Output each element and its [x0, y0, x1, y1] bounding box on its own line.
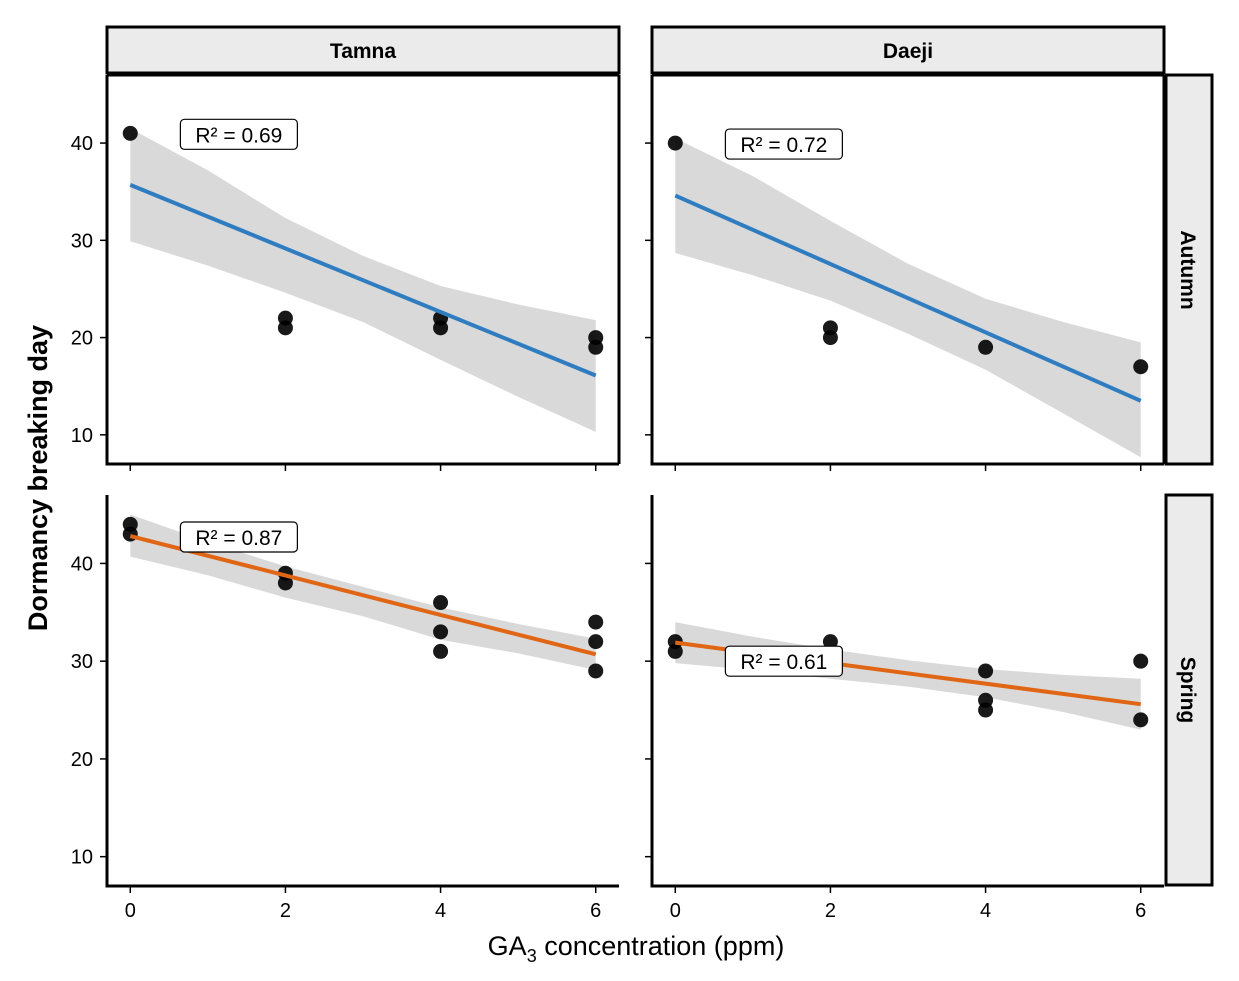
panel-spring-daeji: R² = 0.61 0 2 4 6 [645, 495, 1164, 922]
data-point-spring-daeji-4 [978, 663, 994, 679]
y-tick-label-autumn-tamna-10: 10 [71, 425, 93, 447]
regression-line-spring-tamna [129, 534, 597, 657]
panel-spring-tamna: R² = 0.87 10 20 30 40 0 2 4 6 [71, 495, 619, 922]
x-tick-label-spring-tamna-4: 4 [435, 900, 446, 922]
panel-autumn-tamna: R² = 0.69 10 20 30 40 [71, 73, 621, 471]
strip-label-tamna: Tamna [330, 40, 396, 63]
y-tick-label-spring-tamna-30: 30 [71, 651, 93, 673]
x-axis-title-main: GA [488, 931, 527, 961]
data-point-autumn-daeji-0 [667, 135, 683, 151]
data-point-spring-tamna-4 [433, 595, 449, 611]
r2-label-box-autumn-daeji [724, 128, 843, 160]
strip-label-daeji: Daeji [883, 40, 933, 63]
y-tick-label-autumn-tamna-40: 40 [71, 133, 93, 155]
y-axis-title: Dormancy breaking day [23, 325, 53, 631]
data-point-autumn-daeji-4 [1133, 359, 1149, 375]
data-point-spring-tamna-3 [277, 575, 293, 591]
y-tick-label-spring-tamna-10: 10 [71, 847, 93, 869]
x-axis-title-subscript: 3 [527, 946, 537, 966]
data-point-autumn-tamna-2 [277, 320, 293, 336]
r2-label-box-autumn-tamna [179, 118, 298, 150]
x-axis-title-rest: concentration (ppm) [537, 931, 785, 961]
data-point-spring-daeji-8 [1133, 712, 1149, 728]
x-tick-label-spring-daeji-0: 0 [670, 900, 681, 922]
data-point-autumn-tamna-6 [588, 339, 604, 355]
y-tick-label-spring-tamna-20: 20 [71, 749, 93, 771]
r2-label-box-spring-tamna [179, 521, 298, 553]
regression-line-autumn-tamna [129, 183, 597, 378]
data-point-spring-tamna-9 [588, 663, 604, 679]
data-point-spring-tamna-8 [588, 634, 604, 650]
r2-label-spring-tamna: R² = 0.87 [195, 527, 282, 550]
data-point-autumn-daeji-2 [822, 330, 838, 346]
panel-autumn-daeji: R² = 0.72 [645, 73, 1166, 471]
r2-label-autumn-tamna: R² = 0.69 [195, 124, 282, 147]
x-tick-label-spring-daeji-2: 2 [825, 900, 836, 922]
confidence-band-spring-tamna [130, 514, 596, 670]
data-point-spring-tamna-5 [433, 624, 449, 640]
data-point-spring-tamna-6 [433, 643, 449, 659]
x-tick-label-spring-tamna-6: 6 [590, 900, 601, 922]
strip-label-spring: Spring [1176, 657, 1199, 724]
y-tick-label-autumn-tamna-30: 30 [71, 230, 93, 252]
data-point-spring-daeji-7 [1133, 653, 1149, 669]
data-point-spring-daeji-6 [978, 702, 994, 718]
data-point-spring-tamna-7 [588, 614, 604, 630]
strip-col-tamna: Tamna [105, 25, 621, 75]
y-tick-label-spring-tamna-40: 40 [71, 553, 93, 575]
x-tick-label-spring-tamna-2: 2 [280, 900, 291, 922]
strip-col-daeji: Daeji [650, 25, 1166, 75]
r2-label-autumn-daeji: R² = 0.72 [740, 134, 827, 157]
strip-row-autumn: Autumn [1164, 73, 1214, 466]
x-tick-label-spring-daeji-6: 6 [1135, 900, 1146, 922]
regression-line-autumn-daeji [674, 193, 1142, 403]
strip-row-spring: Spring [1164, 493, 1214, 887]
x-axis-title: GA3 concentration (ppm) [488, 931, 785, 966]
data-point-spring-daeji-2 [822, 634, 838, 650]
data-point-autumn-tamna-4 [433, 320, 449, 336]
y-tick-label-autumn-tamna-20: 20 [71, 328, 93, 350]
r2-label-box-spring-daeji [724, 645, 843, 677]
strip-label-autumn: Autumn [1176, 230, 1199, 309]
data-point-autumn-daeji-3 [978, 339, 994, 355]
data-point-spring-daeji-1 [667, 643, 683, 659]
r2-label-spring-daeji: R² = 0.61 [740, 651, 827, 674]
x-tick-label-spring-daeji-4: 4 [980, 900, 991, 922]
x-tick-label-spring-tamna-0: 0 [125, 900, 136, 922]
data-point-autumn-tamna-0 [122, 125, 138, 141]
